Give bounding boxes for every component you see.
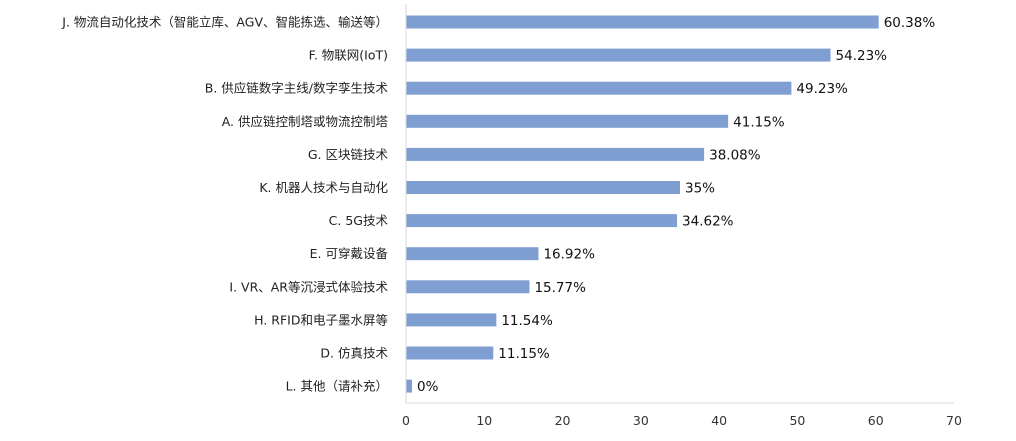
x-tick-label: 10: [476, 413, 492, 428]
data-label: 41.15%: [733, 114, 785, 130]
category-label: H. RFID和电子墨水屏等: [254, 312, 388, 327]
x-tick-label: 40: [711, 413, 727, 428]
bar: [406, 48, 831, 62]
data-label: 16.92%: [543, 247, 595, 263]
category-label: E. 可穿戴设备: [310, 246, 389, 261]
x-tick-label: 50: [789, 413, 805, 428]
category-label: I. VR、AR等沉浸式体验技术: [229, 279, 388, 294]
bar: [406, 346, 494, 360]
x-tick-label: 70: [946, 413, 962, 428]
category-labels: J. 物流自动化技术（智能立库、AGV、智能拣选、输送等） F. 物联网(IoT)…: [61, 15, 388, 394]
bar: [406, 313, 497, 327]
x-tick-label: 20: [555, 413, 571, 428]
bar: [406, 15, 879, 29]
category-label: J. 物流自动化技术（智能立库、AGV、智能拣选、输送等）: [61, 15, 388, 30]
category-label: L. 其他（请补充）: [286, 379, 388, 394]
x-tick-label: 60: [868, 413, 884, 428]
data-label: 34.62%: [682, 214, 734, 230]
data-label: 15.77%: [534, 280, 586, 296]
bar: [406, 147, 705, 161]
data-label: 11.54%: [501, 313, 553, 329]
data-label: 35%: [685, 181, 715, 197]
x-tick-label: 0: [402, 413, 410, 428]
category-label: G. 区块链技术: [308, 147, 389, 162]
x-axis-ticks: 0 10 20 30 40 50 60 70: [402, 413, 962, 428]
data-label: 49.23%: [796, 81, 848, 97]
bar: [406, 114, 729, 128]
bar: [406, 247, 539, 261]
category-label: A. 供应链控制塔或物流控制塔: [222, 114, 389, 129]
data-label: 11.15%: [498, 346, 550, 362]
bar: [406, 280, 530, 294]
category-label: K. 机器人技术与自动化: [259, 180, 388, 195]
data-label: 60.38%: [884, 15, 936, 31]
category-label: B. 供应链数字主线/数字孪生技术: [205, 81, 389, 96]
value-labels: 60.38% 54.23% 49.23% 41.15% 38.08% 35% 34.62% 1…: [417, 15, 935, 395]
bars-group: [406, 15, 879, 393]
data-label: 54.23%: [836, 48, 888, 64]
category-label: D. 仿真技术: [320, 346, 388, 361]
data-label: 0%: [417, 379, 439, 395]
bar: [406, 81, 792, 95]
category-label: F. 物联网(IoT): [309, 48, 388, 63]
bar: [406, 181, 680, 194]
x-tick-label: 30: [633, 413, 649, 428]
data-label: 38.08%: [709, 147, 761, 163]
bar: [406, 379, 412, 393]
bar: [406, 214, 678, 228]
category-label: C. 5G技术: [329, 213, 389, 228]
